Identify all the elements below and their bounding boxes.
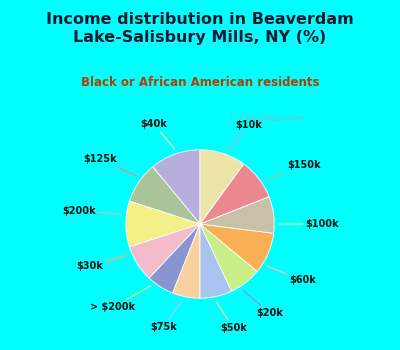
Text: ⓘ City-Data.com: ⓘ City-Data.com — [231, 114, 304, 123]
Wedge shape — [153, 150, 200, 224]
Wedge shape — [173, 224, 200, 298]
Text: Income distribution in Beaverdam
Lake-Salisbury Mills, NY (%): Income distribution in Beaverdam Lake-Sa… — [46, 12, 354, 46]
Text: $125k: $125k — [83, 154, 137, 176]
Wedge shape — [149, 224, 200, 293]
Text: $75k: $75k — [150, 301, 182, 332]
Wedge shape — [200, 224, 232, 298]
Text: Black or African American residents: Black or African American residents — [81, 76, 319, 90]
Wedge shape — [200, 164, 269, 224]
Wedge shape — [126, 201, 200, 247]
Text: $30k: $30k — [76, 255, 127, 271]
Wedge shape — [200, 197, 274, 233]
Wedge shape — [200, 224, 257, 291]
Text: $100k: $100k — [279, 219, 339, 229]
Text: $50k: $50k — [216, 301, 247, 332]
Text: $20k: $20k — [243, 290, 283, 318]
Wedge shape — [129, 167, 200, 224]
Text: $60k: $60k — [267, 266, 316, 286]
Text: $200k: $200k — [62, 206, 121, 216]
Text: > $200k: > $200k — [90, 286, 151, 312]
Wedge shape — [200, 150, 244, 224]
Wedge shape — [129, 224, 200, 278]
Text: $10k: $10k — [228, 120, 262, 150]
Text: $40k: $40k — [140, 119, 175, 149]
Wedge shape — [200, 224, 274, 271]
Text: $150k: $150k — [266, 160, 321, 180]
